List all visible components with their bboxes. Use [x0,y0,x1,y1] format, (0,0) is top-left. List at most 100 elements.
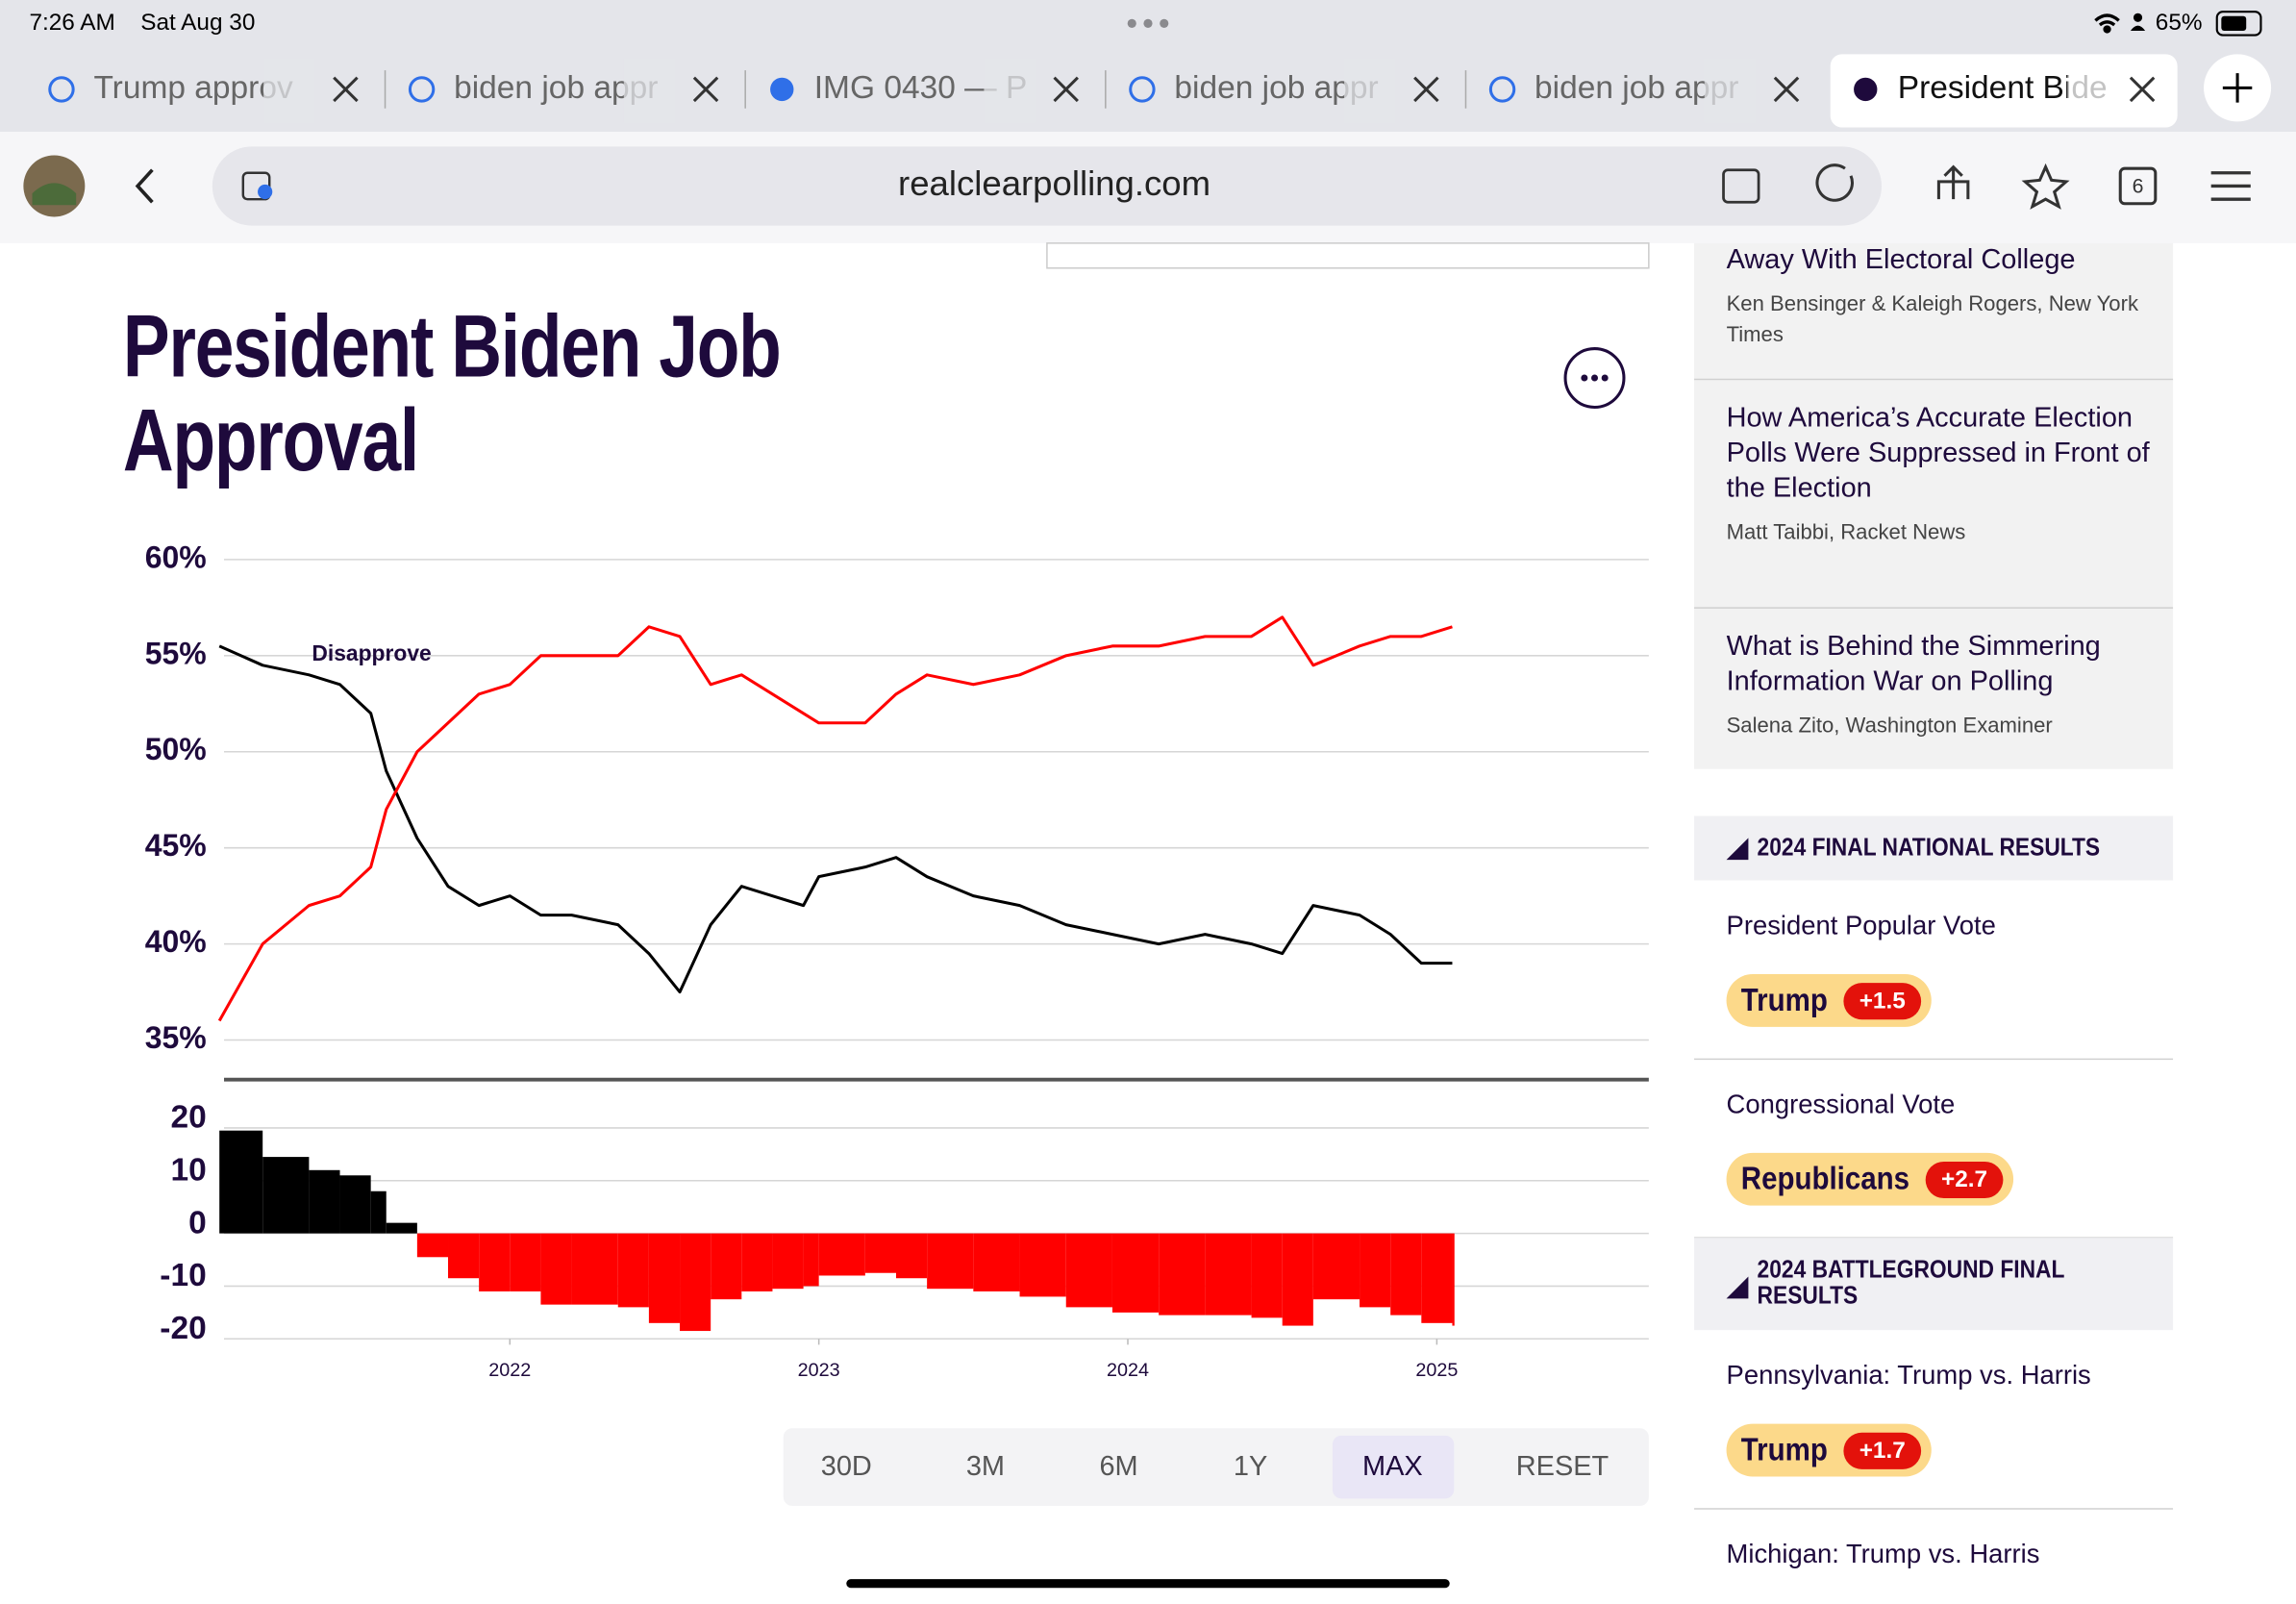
spread-bar [1065,1233,1112,1308]
range-button[interactable]: 3M [966,1451,1005,1482]
spread-bar [416,1233,449,1258]
spread-bar [1251,1233,1283,1318]
race-name[interactable]: Pennsylvania: Trump vs. Harris [1727,1360,2091,1390]
range-button[interactable]: 30D [821,1451,872,1482]
tab-favicon [770,77,794,102]
tabs-button[interactable] [2118,166,2158,206]
margin-value: +1.7 [1859,1438,1906,1464]
article-box: How America’s Accurate Election Polls We… [1726,402,2150,545]
battery-fill [2221,15,2247,31]
y-tick-label: 45% [145,828,207,863]
new-tab-icon [2222,73,2253,103]
y-tick-label: 10 [170,1152,206,1188]
tab-fade [2067,58,2119,123]
tab-close[interactable] [1413,76,1439,103]
reload-button[interactable] [1815,163,1855,202]
tab-close[interactable] [1053,76,1079,103]
tab-fade [623,58,676,123]
margin-pill [1843,1432,1922,1469]
range-button[interactable]: RESET [1516,1451,1609,1482]
section-heading-box: 2024 FINAL NATIONAL RESULTS [1758,835,2101,861]
series-line [218,644,1453,994]
spread-bar [309,1169,340,1234]
spread-bar [1360,1233,1391,1308]
battery-level: 65% [2156,10,2203,36]
race-name[interactable]: Congressional Vote [1727,1089,1956,1118]
spread-bar [1282,1233,1313,1326]
reader-button[interactable] [1722,168,1760,204]
wifi-icon [2094,13,2120,34]
article-title[interactable]: How America’s Accurate Election Polls We… [1726,402,2150,505]
spread-bar [803,1233,819,1287]
back-button[interactable] [135,168,154,204]
spread-bar [1390,1233,1422,1316]
spread-bar [1452,1233,1455,1326]
spread-bar [1205,1233,1252,1316]
sidebar: Away With Electoral College Ken Bensinger… [1694,242,2174,1568]
x-tick-label: 2024 [1107,1360,1149,1381]
y-tick-label: 20 [170,1100,206,1136]
tab-title[interactable]: Trump approv [93,70,293,106]
tab-fade [1344,58,1396,123]
article-title[interactable]: What is Behind the Simmering Information… [1726,631,2101,698]
spread-bar [219,1130,263,1234]
y-tick-label: 55% [145,636,207,670]
spread-bar [680,1233,711,1332]
tab-close[interactable] [2129,76,2156,103]
article-byline: Matt Taibbi, Racket News [1726,521,1966,545]
spread-bar [927,1233,974,1290]
spread-bar [370,1190,387,1234]
spread-bar [510,1233,541,1291]
margin-pill [1843,983,1922,1020]
spread-bar [741,1233,773,1291]
bookmark-button[interactable] [2021,163,2070,210]
annotation: Disapprove [312,640,431,665]
range-button[interactable]: MAX [1362,1451,1423,1482]
spread-bar [479,1233,511,1291]
margin-value: +2.7 [1941,1166,1987,1192]
more-icon [1581,374,1609,382]
tab-close[interactable] [692,76,719,103]
spread-bar [339,1175,371,1234]
range-button[interactable]: 1Y [1234,1451,1267,1482]
spread-bar [772,1233,804,1290]
race-name[interactable]: President Popular Vote [1727,910,1996,940]
y-tick-label: 0 [188,1205,207,1241]
spread-bar [540,1233,572,1305]
section-heading-box: 2024 BATTLEGROUND FINAL RESULTS [1757,1256,2064,1310]
spread-bar [386,1222,417,1234]
tab-favicon [1488,76,1516,103]
x-tick-label: 2023 [798,1360,840,1381]
profile-avatar-art [32,183,77,206]
tab-count: 6 [2133,175,2144,198]
section-heading: 2024 BATTLEGROUND FINAL RESULTS [1757,1256,2064,1310]
tab-close[interactable] [1773,76,1800,103]
status-date: Sat Aug 30 [140,10,255,36]
url-text[interactable]: realclearpolling.com [898,163,1210,203]
spread-bar [1111,1233,1160,1313]
race-name[interactable]: Michigan: Trump vs. Harris [1727,1539,2040,1568]
tab-favicon [1854,77,1878,102]
y-tick-label: 35% [145,1020,207,1055]
article-title[interactable]: Away With Electoral College [1726,244,2076,276]
article-byline: Salena Zito, Washington Examiner [1726,714,2053,739]
leader-name: Republicans [1741,1160,1909,1196]
tab-close[interactable] [333,76,359,103]
y-tick-label: -10 [160,1258,206,1293]
article-box: What is Behind the Simmering Information… [1726,631,2101,739]
article-byline: Ken Bensinger & Kaleigh Rogers, New York… [1726,292,2138,348]
menu-button[interactable] [2210,171,2251,201]
section-header-bg [1694,1238,2174,1331]
articles-bg [1694,242,2174,769]
address-bar[interactable] [212,146,1883,226]
tab-favicon [48,76,75,103]
y-tick-label: 40% [145,924,207,959]
share-button[interactable] [1936,164,1970,200]
charts: 60% 55% 50% 45% 40% 35% Disapprove 20 10 0 -10 -20 2… [145,539,1649,1381]
spread-bar [818,1233,865,1276]
tab-favicon [408,76,436,103]
range-button[interactable]: 6M [1099,1451,1137,1482]
leader-name: Trump [1741,1431,1828,1467]
